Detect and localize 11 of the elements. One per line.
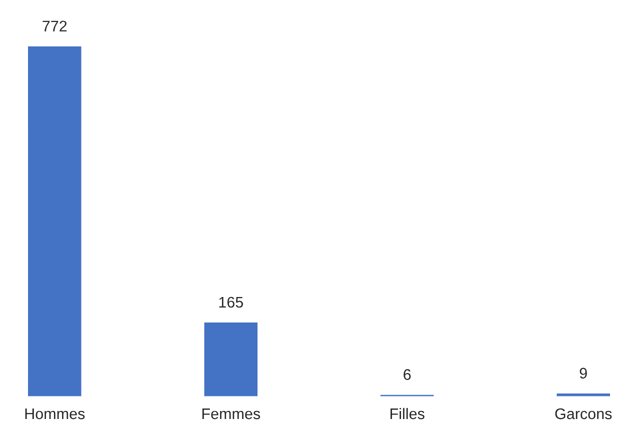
data-label: 772 <box>42 20 67 32</box>
bar <box>555 392 612 397</box>
x-tick-label: Femmes <box>202 408 260 420</box>
data-label: 9 <box>580 368 587 379</box>
x-tick-label: Hommes <box>25 408 85 420</box>
x-tick-label: Garcons <box>555 408 612 420</box>
x-tick-label: Filles <box>390 408 424 420</box>
bar <box>26 44 83 397</box>
bar <box>202 321 259 397</box>
data-label: 165 <box>219 296 243 308</box>
data-label: 6 <box>404 369 411 380</box>
